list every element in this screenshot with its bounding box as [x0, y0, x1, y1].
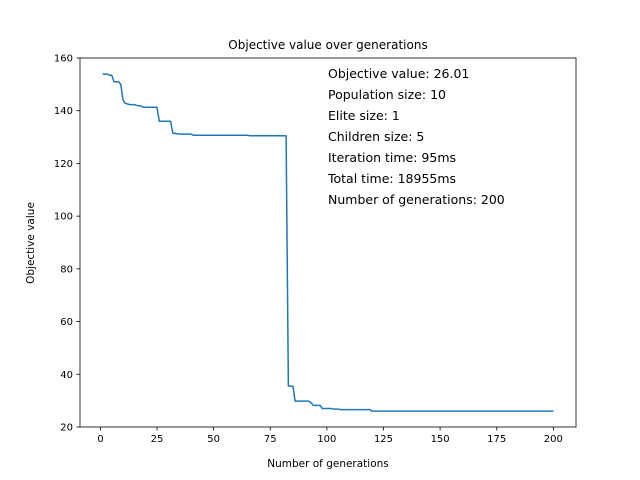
annotation-block: Objective value: 26.01 Population size: 1… — [327, 66, 505, 207]
x-tick-label: 125 — [374, 434, 393, 445]
annotation-line: Total time: 18955ms — [327, 171, 456, 186]
y-tick-label: 140 — [54, 106, 73, 117]
x-tick-label: 50 — [207, 434, 220, 445]
y-tick-label: 20 — [60, 423, 73, 434]
y-tick-label: 100 — [54, 212, 73, 223]
y-tick-label: 80 — [60, 264, 73, 275]
y-tick-label: 120 — [54, 159, 73, 170]
annotation-line: Population size: 10 — [328, 87, 446, 102]
annotation-line: Objective value: 26.01 — [328, 66, 469, 81]
plot-frame — [79, 57, 577, 428]
plot-area — [79, 57, 577, 428]
x-tick-label: 100 — [317, 434, 336, 445]
y-tick-label: 160 — [54, 54, 73, 65]
x-tick-label: 200 — [544, 434, 563, 445]
x-axis: 0 25 50 75 100 125 150 175 200 — [97, 427, 563, 445]
y-tick-label: 60 — [60, 317, 73, 328]
series-group — [102, 73, 554, 412]
x-tick-label: 175 — [487, 434, 506, 445]
x-tick-label: 150 — [431, 434, 450, 445]
y-tick-label: 40 — [60, 370, 73, 381]
annotation-line: Number of generations: 200 — [328, 192, 505, 207]
x-tick-label: 0 — [97, 434, 103, 445]
y-axis: 20 40 60 80 100 120 140 160 — [54, 54, 80, 434]
x-axis-label: Number of generations — [267, 458, 389, 470]
chart-title: Objective value over generations — [228, 38, 427, 52]
x-tick-label: 25 — [151, 434, 164, 445]
annotation-line: Children size: 5 — [328, 129, 424, 144]
y-axis-label: Objective value — [25, 202, 37, 284]
annotation-line: Elite size: 1 — [328, 108, 400, 123]
x-tick-label: 75 — [264, 434, 277, 445]
annotation-line: Iteration time: 95ms — [328, 150, 456, 165]
series-line-1 — [102, 73, 554, 412]
